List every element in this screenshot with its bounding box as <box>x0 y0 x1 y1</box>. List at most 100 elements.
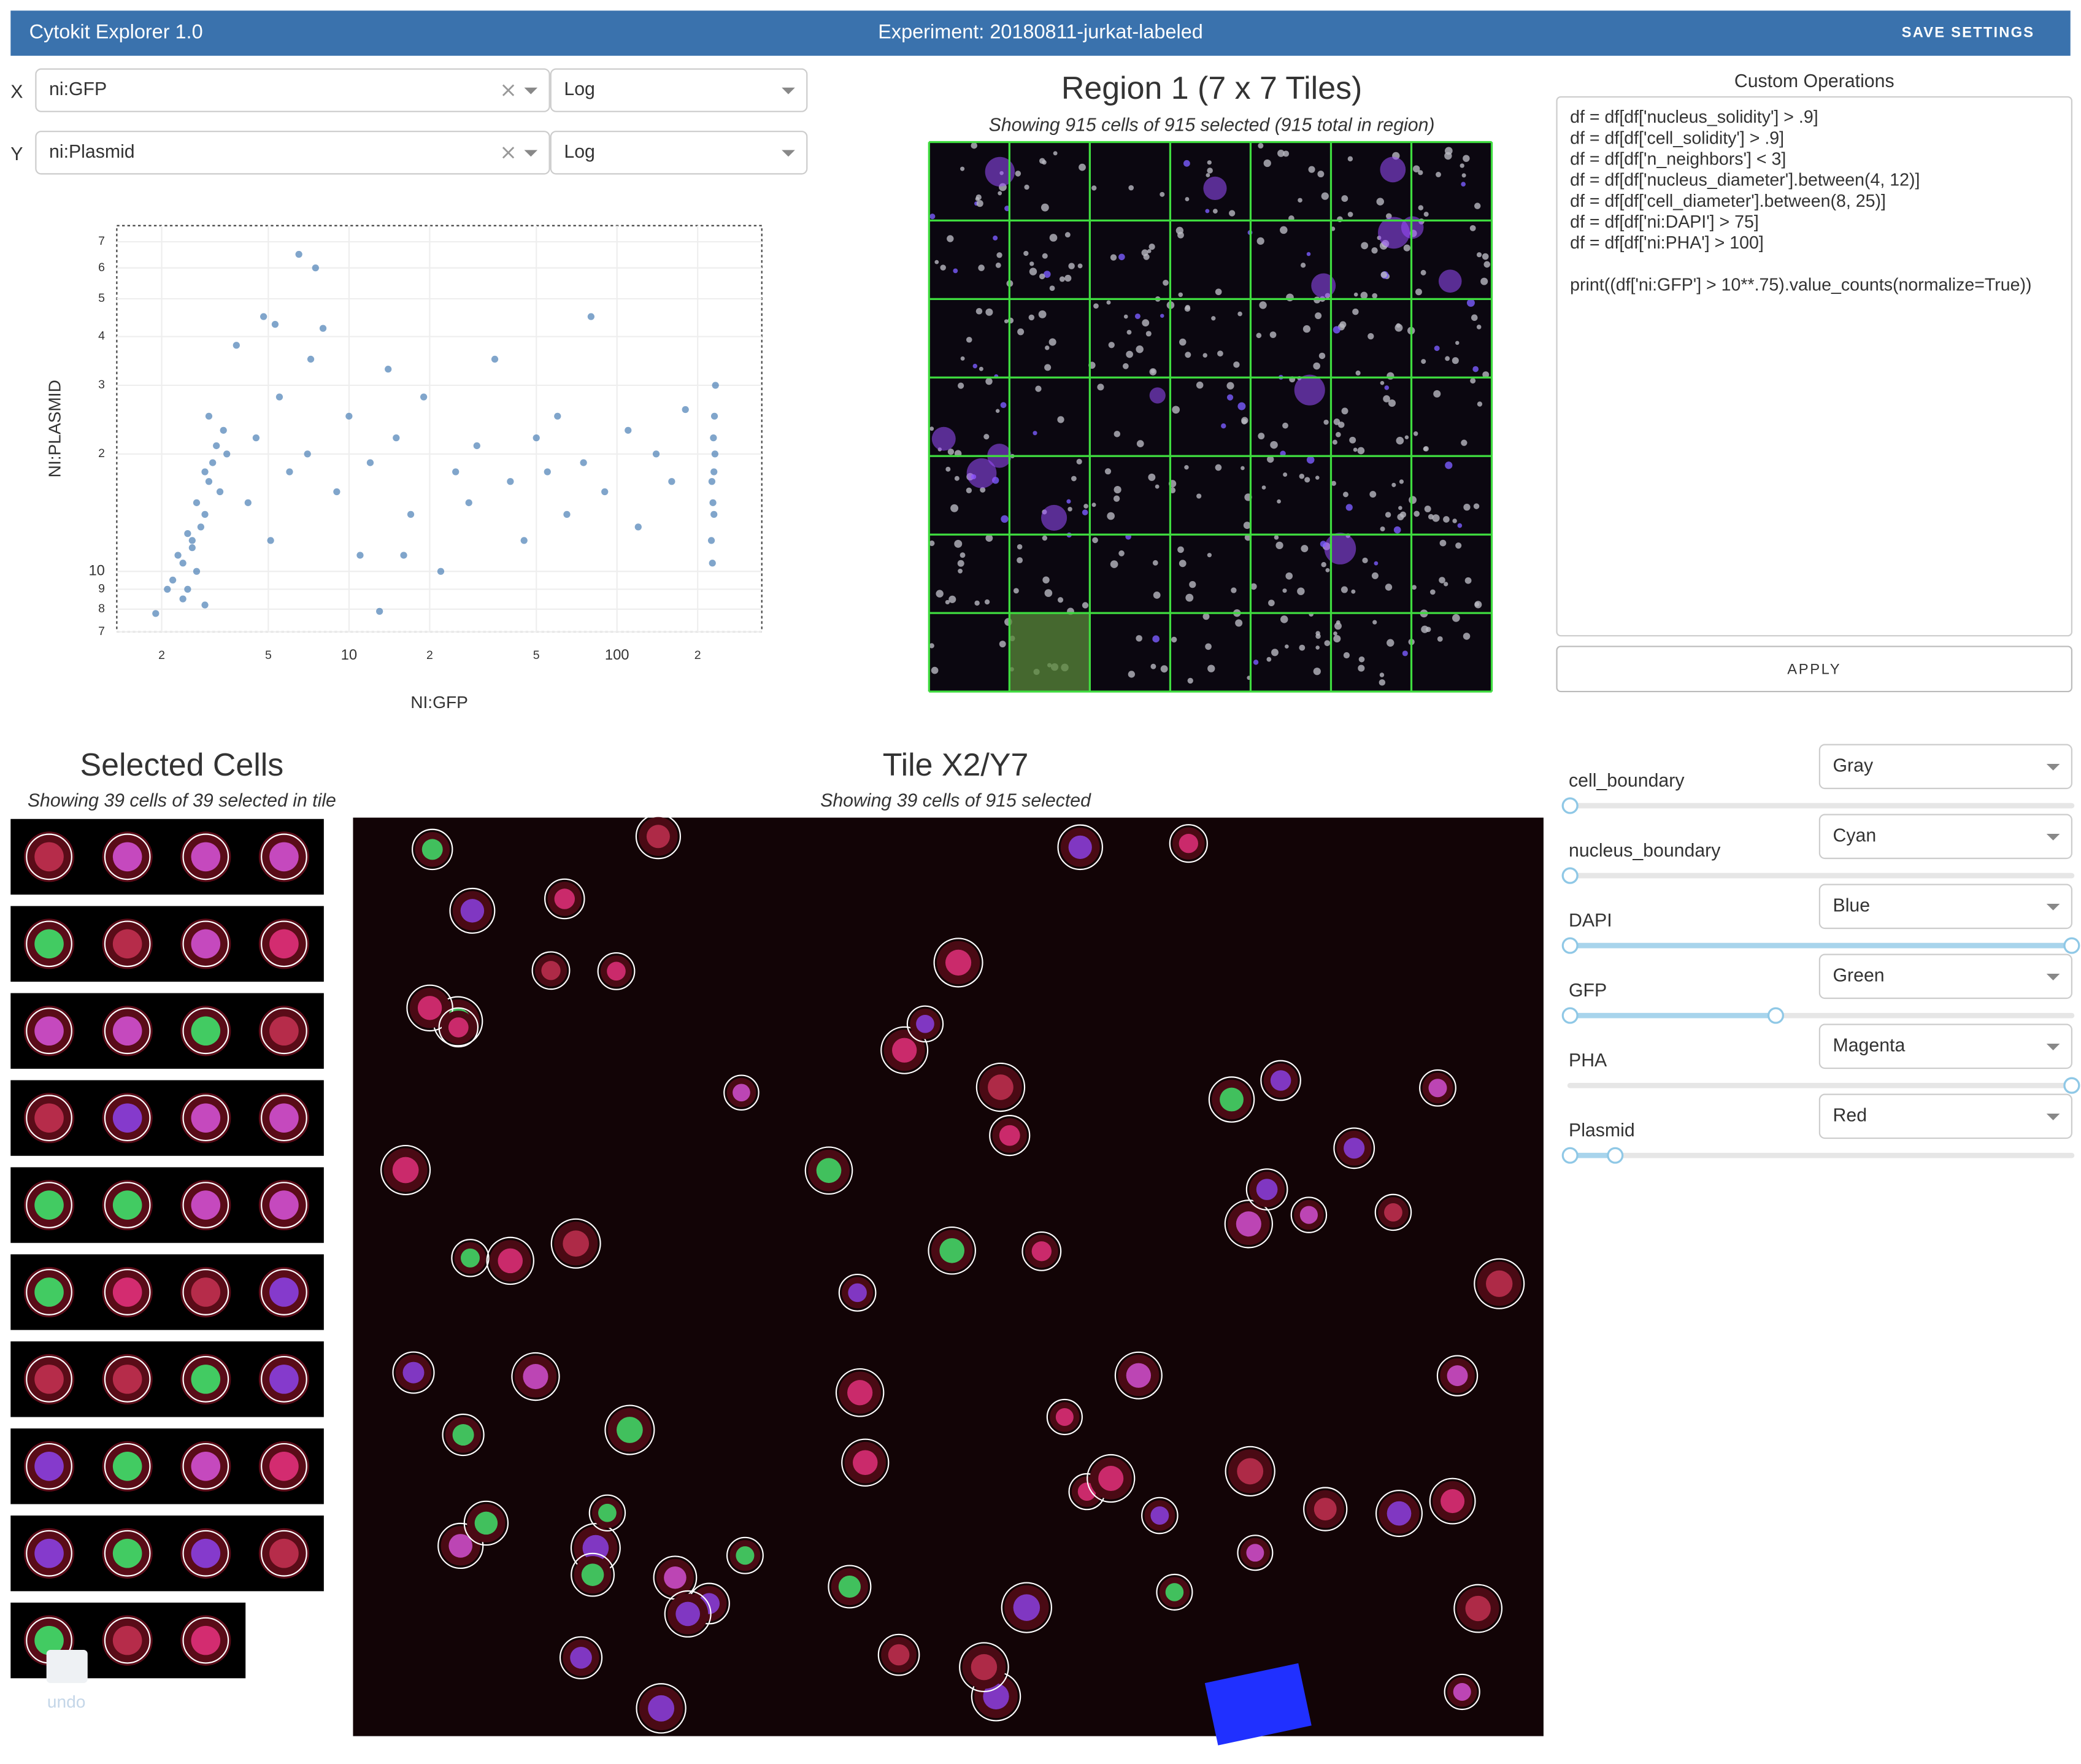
tile-cell-outline <box>989 1115 1031 1157</box>
scatter-point <box>587 313 594 320</box>
cell-thumbnail-nucleus <box>269 929 299 959</box>
region-cell <box>984 599 990 605</box>
y-tick-label: 7 <box>98 234 105 248</box>
scatter-point <box>668 478 675 485</box>
channel-color-select[interactable] <box>1818 1023 2072 1069</box>
tile-cell-nucleus <box>1237 1458 1264 1485</box>
region-cell <box>1185 197 1190 201</box>
region-cell <box>929 540 935 547</box>
region-cell <box>1231 587 1237 593</box>
cell-thumbnail-nucleus <box>112 1103 142 1133</box>
region-cell <box>1028 314 1035 321</box>
region-cell <box>975 308 983 315</box>
region-cell <box>1057 416 1064 423</box>
tile-cell-nucleus <box>848 1283 867 1303</box>
tile-cell-outline <box>804 1146 853 1195</box>
code-editor[interactable] <box>1556 96 2072 637</box>
tile-cell-nucleus <box>1236 1211 1261 1237</box>
scatter-point <box>174 552 182 559</box>
region-cell <box>1444 582 1448 587</box>
channel-color-select[interactable] <box>1818 884 2072 930</box>
channel-color-select[interactable] <box>1818 744 2072 790</box>
region-cell <box>1285 644 1289 649</box>
slider-handle[interactable] <box>2063 1077 2080 1094</box>
channel-color-select[interactable] <box>1818 814 2072 860</box>
channel-color-select[interactable] <box>1818 953 2072 999</box>
region-cell <box>1469 225 1476 231</box>
slider-handle[interactable] <box>2063 937 2080 954</box>
region-cell <box>954 476 960 481</box>
tile-cell-outline <box>1444 1673 1480 1711</box>
slider-handle[interactable] <box>1561 1007 1579 1024</box>
tile-cell-nucleus <box>1077 1482 1096 1501</box>
tile-cell-outline <box>588 1494 626 1531</box>
scatter-point <box>223 450 231 458</box>
region-cell <box>1017 328 1025 336</box>
region-cell <box>1136 635 1142 642</box>
region-cell <box>1071 476 1077 482</box>
cell-thumbnail-outline <box>104 1617 151 1664</box>
scatter-point <box>356 552 364 559</box>
feature-select[interactable] <box>35 68 550 112</box>
tile-cell-outline <box>604 1404 655 1455</box>
tile-cell-outline <box>597 952 636 990</box>
region-cell <box>1313 668 1321 676</box>
scatter-point <box>220 426 227 434</box>
tile-cell-nucleus <box>646 825 670 849</box>
region-cell <box>1360 291 1368 299</box>
scale-select[interactable] <box>550 68 808 112</box>
undo-icon[interactable] <box>46 1649 88 1684</box>
tile-cell-outline <box>571 1552 615 1597</box>
slider-handle[interactable] <box>1607 1147 1624 1164</box>
x-tick-label: 100 <box>605 647 629 663</box>
region-cell <box>1397 514 1404 521</box>
cell-thumbnail-outline <box>182 1182 229 1228</box>
feature-select[interactable] <box>35 131 550 175</box>
slider-handle[interactable] <box>1561 937 1579 954</box>
dropdown-arrow <box>2046 763 2060 771</box>
region-cell <box>1039 273 1045 280</box>
tile-cell-outline <box>1453 1584 1503 1633</box>
cell-thumbnail-nucleus <box>34 842 64 872</box>
tile-cell-nucleus <box>1031 1241 1052 1261</box>
save-settings-button[interactable]: SAVE SETTINGS <box>1902 24 2035 40</box>
cell-thumbnail-nucleus <box>112 1277 142 1307</box>
undo-label[interactable]: undo <box>47 1692 86 1711</box>
slider-handle[interactable] <box>1561 1147 1579 1164</box>
region-cell <box>1035 385 1042 392</box>
selected-cells-title: Selected Cells <box>80 747 283 783</box>
slider-handle[interactable] <box>1561 797 1579 814</box>
region-cell <box>1439 539 1447 547</box>
region-cell <box>1107 512 1115 520</box>
tile-cell-outline <box>906 1005 944 1042</box>
scatter-point <box>333 488 340 496</box>
region-cell <box>1372 620 1377 625</box>
channel-color-select[interactable] <box>1818 1093 2072 1139</box>
scatter-point <box>420 393 428 401</box>
region-cell <box>1045 345 1050 350</box>
region-cell <box>1015 171 1021 177</box>
apply-button-label[interactable]: APPLY <box>1787 661 1841 678</box>
tile-cell-nucleus <box>461 1248 480 1268</box>
region-cell <box>1123 314 1128 319</box>
tile-cell-outline <box>559 1636 603 1679</box>
tile-cell-nucleus <box>1384 1203 1402 1222</box>
apply-button[interactable] <box>1556 645 2072 693</box>
scatter-point <box>201 510 209 518</box>
scatter-point <box>275 393 283 401</box>
region-cell <box>1463 503 1471 511</box>
region-cell <box>1152 560 1158 566</box>
clear-icon[interactable] <box>502 147 515 159</box>
scatter-point <box>554 412 561 420</box>
region-cell <box>1155 484 1160 489</box>
region-cell <box>950 504 959 512</box>
tile-cell-outline <box>1290 1196 1328 1233</box>
region-cell <box>1286 293 1294 302</box>
region-cell <box>1150 663 1156 669</box>
scatter-point <box>197 523 204 531</box>
clear-icon[interactable] <box>502 84 515 96</box>
slider-handle[interactable] <box>1561 867 1579 884</box>
region-cell <box>966 336 972 343</box>
slider-handle[interactable] <box>1767 1007 1784 1024</box>
scale-select[interactable] <box>550 131 808 175</box>
